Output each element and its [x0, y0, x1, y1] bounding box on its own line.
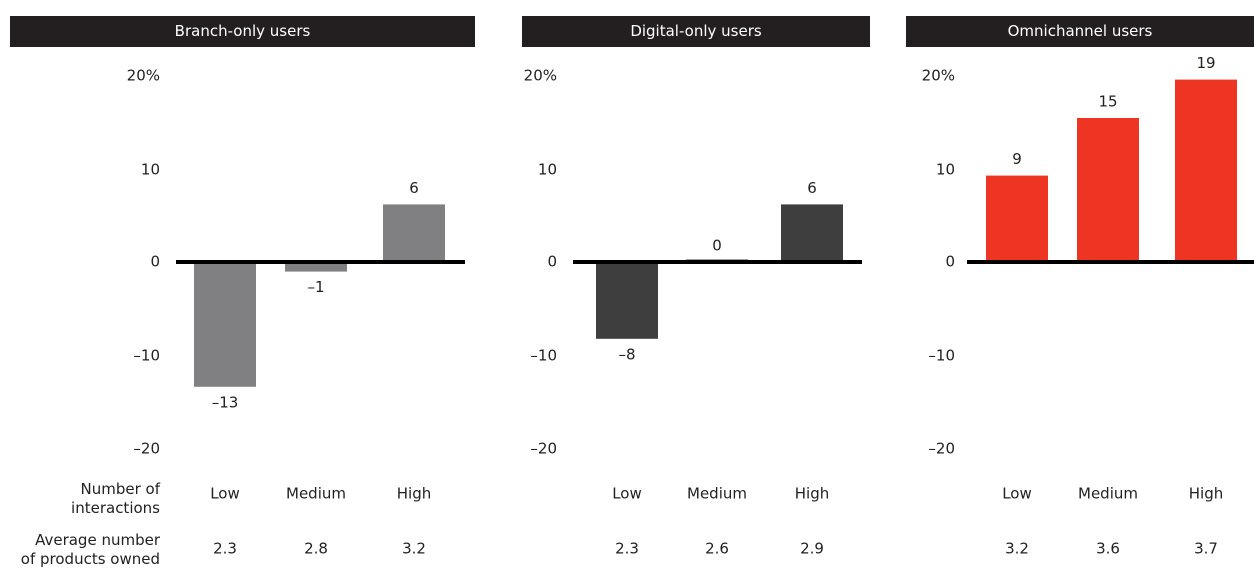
y-tick-label: –10 — [133, 347, 160, 365]
avg-products-value: 2.3 — [615, 540, 639, 558]
data-label: –8 — [618, 345, 635, 363]
y-tick-label: 10 — [936, 161, 955, 179]
category-label: Low — [210, 485, 240, 503]
avg-products-value: 3.7 — [1194, 540, 1218, 558]
y-tick-label: 10 — [141, 161, 160, 179]
bar — [781, 204, 843, 262]
y-tick-label: –20 — [928, 440, 955, 458]
row-label-interactions: Number of interactions — [0, 480, 160, 518]
bar — [383, 204, 445, 262]
avg-products-value: 3.2 — [1005, 540, 1029, 558]
row-label-products-line1: Average number — [35, 531, 160, 549]
avg-products-value: 3.6 — [1096, 540, 1120, 558]
y-tick-label: 20% — [127, 67, 160, 85]
category-label: Medium — [286, 485, 346, 503]
data-label: 6 — [807, 179, 817, 197]
avg-products-value: 2.8 — [304, 540, 328, 558]
y-tick-label: 0 — [547, 253, 557, 271]
category-label: Medium — [1078, 485, 1138, 503]
data-label: 0 — [712, 237, 722, 255]
bar — [194, 262, 256, 387]
category-label: Low — [612, 485, 642, 503]
bar — [1175, 79, 1237, 262]
row-label-products: Average number of products owned — [0, 531, 160, 569]
panel-title: Digital-only users — [630, 22, 762, 40]
category-label: High — [1189, 485, 1223, 503]
data-label: –13 — [212, 393, 239, 411]
y-tick-label: –10 — [530, 347, 557, 365]
category-label: High — [397, 485, 431, 503]
y-tick-label: 20% — [524, 67, 557, 85]
row-label-interactions-line1: Number of — [80, 480, 160, 498]
category-label: Low — [1002, 485, 1032, 503]
y-tick-label: –20 — [133, 440, 160, 458]
avg-products-value: 2.3 — [213, 540, 237, 558]
category-label: High — [795, 485, 829, 503]
panel-title: Omnichannel users — [1007, 22, 1153, 40]
bar — [1077, 118, 1139, 262]
data-label: 9 — [1012, 150, 1022, 168]
avg-products-value: 2.9 — [800, 540, 824, 558]
row-label-interactions-line2: interactions — [71, 499, 160, 517]
bar — [986, 175, 1048, 262]
y-tick-label: –10 — [928, 347, 955, 365]
avg-products-value: 2.6 — [705, 540, 729, 558]
bar — [285, 262, 347, 272]
header-branch-only: Branch-only users — [10, 16, 475, 47]
y-tick-label: 0 — [945, 253, 955, 271]
header-omnichannel: Omnichannel users — [906, 16, 1254, 47]
row-label-products-line2: of products owned — [20, 550, 160, 568]
bar — [596, 262, 658, 339]
header-digital-only: Digital-only users — [522, 16, 870, 47]
data-label: –1 — [307, 278, 324, 296]
data-label: 19 — [1196, 54, 1215, 72]
y-tick-label: 20% — [922, 67, 955, 85]
y-tick-label: –20 — [530, 440, 557, 458]
data-label: 15 — [1098, 93, 1117, 111]
category-label: Medium — [687, 485, 747, 503]
data-label: 6 — [409, 179, 419, 197]
avg-products-value: 3.2 — [402, 540, 426, 558]
panel-title: Branch-only users — [174, 22, 311, 40]
y-tick-label: 10 — [538, 161, 557, 179]
y-tick-label: 0 — [150, 253, 160, 271]
